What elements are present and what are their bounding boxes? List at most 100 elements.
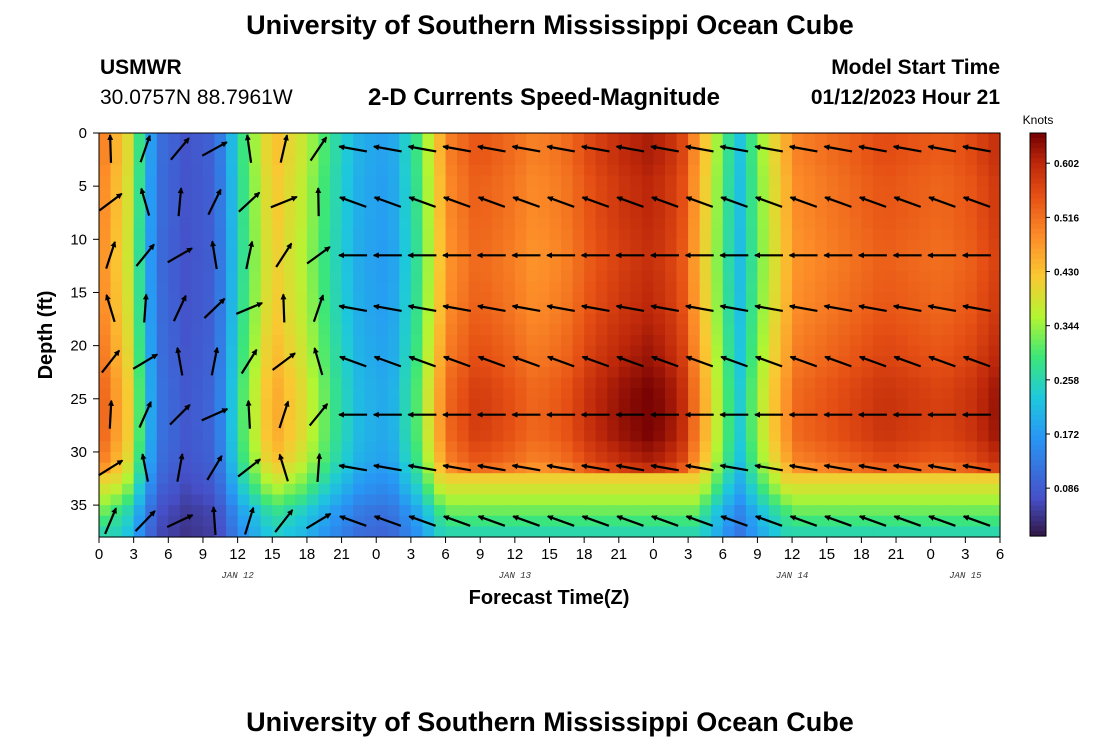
heatmap-cell — [907, 335, 920, 347]
heatmap-cell — [572, 441, 585, 453]
heatmap-cell — [745, 175, 759, 187]
current-vector-arrow — [442, 515, 471, 527]
heatmap-cell — [595, 388, 608, 400]
heatmap-cell — [330, 356, 343, 368]
heatmap-cell — [976, 186, 990, 198]
heatmap-cell — [976, 228, 990, 240]
heatmap-cell — [919, 515, 932, 527]
heatmap-cell — [803, 207, 816, 219]
heatmap-cell — [988, 462, 1001, 474]
heatmap-cell — [653, 515, 666, 527]
x-tick-label: 21 — [333, 546, 350, 563]
heatmap-cell — [803, 228, 816, 240]
heatmap-cell — [780, 303, 793, 315]
heatmap-cell — [757, 398, 770, 411]
heatmap-cell — [318, 388, 331, 400]
heatmap-cell — [122, 154, 135, 166]
heatmap-cell — [260, 335, 273, 347]
heatmap-cell — [249, 175, 262, 187]
x-tick-label: 3 — [961, 546, 969, 563]
heatmap-cell — [318, 324, 331, 336]
heatmap-cell — [168, 483, 181, 496]
heatmap-cell — [896, 451, 909, 464]
heatmap-cell — [168, 292, 181, 304]
heatmap-cell — [202, 366, 216, 379]
heatmap-cell — [942, 218, 955, 230]
x-tick-label: 12 — [507, 546, 524, 563]
heatmap-cell — [803, 271, 816, 283]
heatmap-cell — [815, 505, 828, 517]
heatmap-cell — [399, 409, 412, 421]
heatmap-cell — [688, 133, 701, 145]
heatmap-cell — [202, 218, 216, 230]
current-vector-arrow — [316, 452, 323, 482]
heatmap-cell — [202, 143, 216, 155]
heatmap-cell — [318, 430, 331, 442]
heatmap-cell — [930, 239, 943, 251]
heatmap-cell — [110, 239, 123, 251]
heatmap-cell — [699, 335, 712, 347]
heatmap-cell — [202, 239, 216, 251]
heatmap-cell — [768, 388, 782, 400]
heatmap-cell — [514, 154, 527, 166]
heatmap-cell — [803, 345, 816, 357]
heatmap-cell — [249, 398, 262, 411]
heatmap-cell — [884, 271, 897, 283]
heatmap-cell — [122, 430, 135, 442]
heatmap-cell — [202, 398, 216, 411]
heatmap-cell — [272, 462, 285, 474]
heatmap-cell — [815, 473, 828, 485]
heatmap-cell — [387, 175, 400, 187]
heatmap-cell — [676, 271, 689, 283]
current-vector-arrow — [98, 459, 124, 477]
heatmap-cell — [353, 356, 366, 368]
heatmap-cell — [214, 239, 227, 251]
heatmap-cell — [445, 186, 458, 198]
x-tick-label: 6 — [164, 546, 172, 563]
heatmap-cell — [514, 366, 527, 379]
heatmap-cell — [422, 335, 435, 347]
heatmap-cell — [376, 324, 389, 336]
heatmap-cell — [364, 239, 377, 251]
heatmap-cell — [803, 164, 816, 177]
heatmap-cell — [226, 164, 239, 177]
heatmap-cell — [618, 228, 631, 240]
heatmap-cell — [376, 366, 389, 379]
current-vector-arrow — [615, 463, 645, 472]
current-vector-arrow — [338, 463, 368, 472]
heatmap-cell — [226, 154, 239, 166]
heatmap-cell — [688, 281, 701, 294]
heatmap-cell — [607, 526, 620, 538]
heatmap-cell — [457, 398, 470, 411]
heatmap-cell — [849, 526, 862, 538]
heatmap-cell — [376, 420, 389, 432]
heatmap-cell — [364, 249, 377, 262]
heatmap-cell — [688, 494, 701, 506]
heatmap-cell — [976, 526, 990, 538]
heatmap-cell — [537, 430, 551, 442]
heatmap-cell — [179, 483, 193, 496]
heatmap-cell — [711, 345, 724, 357]
heatmap-cell — [884, 143, 897, 155]
heatmap-cell — [734, 377, 747, 389]
heatmap-cell — [145, 133, 158, 145]
heatmap-cell — [965, 154, 978, 166]
heatmap-cell — [884, 218, 897, 230]
heatmap-cell — [226, 483, 239, 496]
heatmap-cell — [572, 356, 585, 368]
heatmap-cell — [745, 303, 759, 315]
heatmap-cell — [272, 398, 285, 411]
current-vector-arrow — [928, 355, 956, 368]
current-vector-arrow — [477, 303, 506, 312]
heatmap-cell — [353, 430, 366, 442]
heatmap-cell — [283, 196, 296, 209]
heatmap-cell — [768, 228, 782, 240]
heatmap-cell — [226, 228, 239, 240]
heatmap-cell — [295, 388, 308, 400]
heatmap-cell — [214, 313, 227, 325]
heatmap-cell — [792, 335, 805, 347]
heatmap-cell — [942, 441, 955, 453]
colorbar-segment — [1030, 349, 1046, 356]
heatmap-cell — [514, 388, 527, 400]
heatmap-cell — [468, 313, 481, 325]
